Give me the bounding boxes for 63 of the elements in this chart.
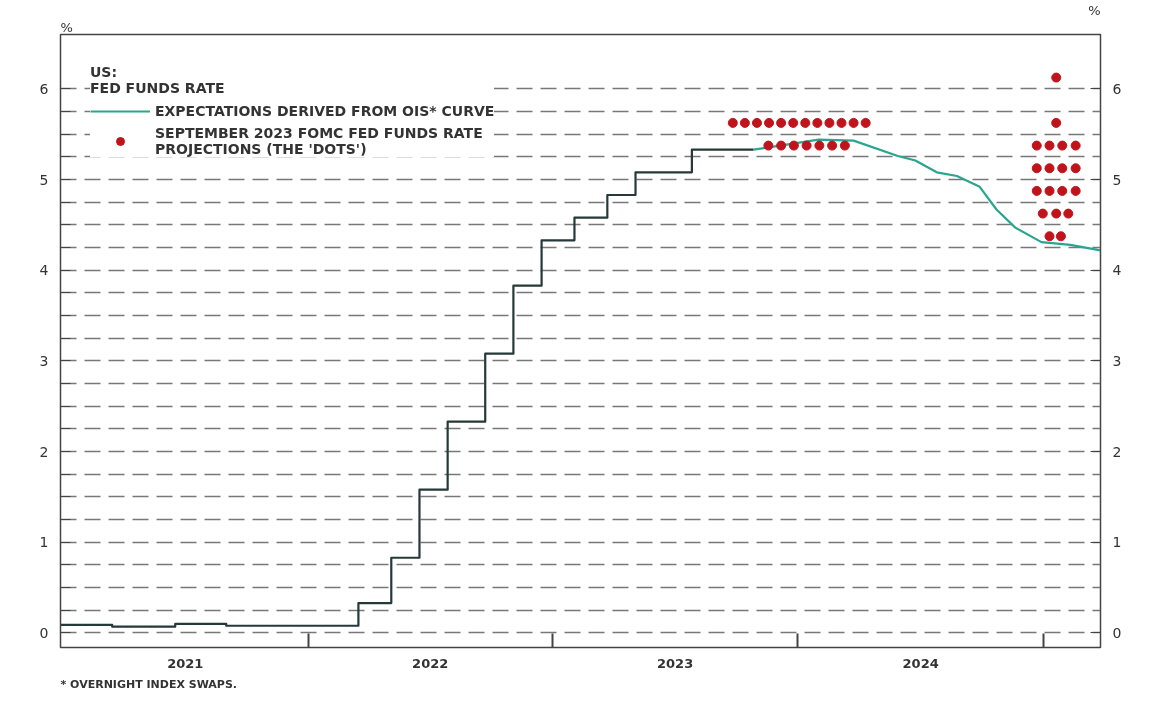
point (1051, 208, 1062, 219)
y-tick-label: 6 (39, 80, 49, 97)
point (1057, 163, 1068, 174)
point (814, 140, 825, 151)
point (848, 117, 859, 128)
point (800, 117, 811, 128)
point (1044, 140, 1055, 151)
point (1070, 140, 1081, 151)
y2-tick-label: 5 (1112, 171, 1122, 188)
point (1044, 163, 1055, 174)
point (827, 140, 838, 151)
y2-tick-label: 2 (1112, 443, 1122, 460)
point (1063, 208, 1074, 219)
y-tick-label: 2 (39, 443, 49, 460)
point (788, 117, 799, 128)
y-tick-label: 3 (39, 352, 49, 369)
point (1051, 117, 1062, 128)
point (839, 140, 850, 151)
x-tick-label: 2022 (412, 655, 449, 671)
point (1070, 163, 1081, 174)
line-series (752, 138, 1101, 252)
point (812, 117, 823, 128)
point (751, 117, 762, 128)
y2-tick-label: 6 (1112, 80, 1122, 97)
y2-tick-label: 0 (1112, 624, 1122, 641)
point (1037, 208, 1048, 219)
y2-tick-label: 3 (1112, 352, 1122, 369)
point (836, 117, 847, 128)
point (1057, 185, 1068, 196)
point (1031, 163, 1042, 174)
y-tick-label: 4 (39, 262, 49, 279)
point (727, 117, 738, 128)
x-tick-label: 2021 (167, 655, 204, 671)
x-tick-label: 2023 (657, 655, 694, 671)
point (1031, 140, 1042, 151)
point (788, 140, 799, 151)
legend-title: US: FED FUNDS RATE (90, 64, 226, 96)
y2-axis-title: % (1088, 2, 1101, 18)
point (764, 117, 775, 128)
y-tick-label: 0 (39, 624, 49, 641)
point (1070, 185, 1081, 196)
point (801, 140, 812, 151)
point (1044, 185, 1055, 196)
point (1044, 231, 1055, 242)
y-axis-title: % (60, 19, 73, 35)
point (1055, 231, 1066, 242)
text: * OVERNIGHT INDEX SWAPS. (60, 677, 237, 691)
point (1031, 185, 1042, 196)
point (860, 117, 871, 128)
y2-tick-label: 1 (1112, 534, 1122, 551)
legend-label: SEPTEMBER 2023 FOMC FED FUNDS RATE PROJECTIONS (THE 'DOTS') (155, 125, 483, 157)
y2-tick-label: 4 (1112, 262, 1122, 279)
point (776, 117, 787, 128)
point (739, 117, 750, 128)
x-tick-label: 2024 (902, 655, 939, 671)
point (776, 140, 787, 151)
y-tick-label: 1 (39, 534, 49, 551)
point (824, 117, 835, 128)
point (1051, 72, 1062, 83)
point (763, 140, 774, 151)
legend-label: EXPECTATIONS DERIVED FROM OIS* CURVE (155, 103, 495, 119)
y-tick-label: 5 (39, 171, 49, 188)
point (1057, 140, 1068, 151)
